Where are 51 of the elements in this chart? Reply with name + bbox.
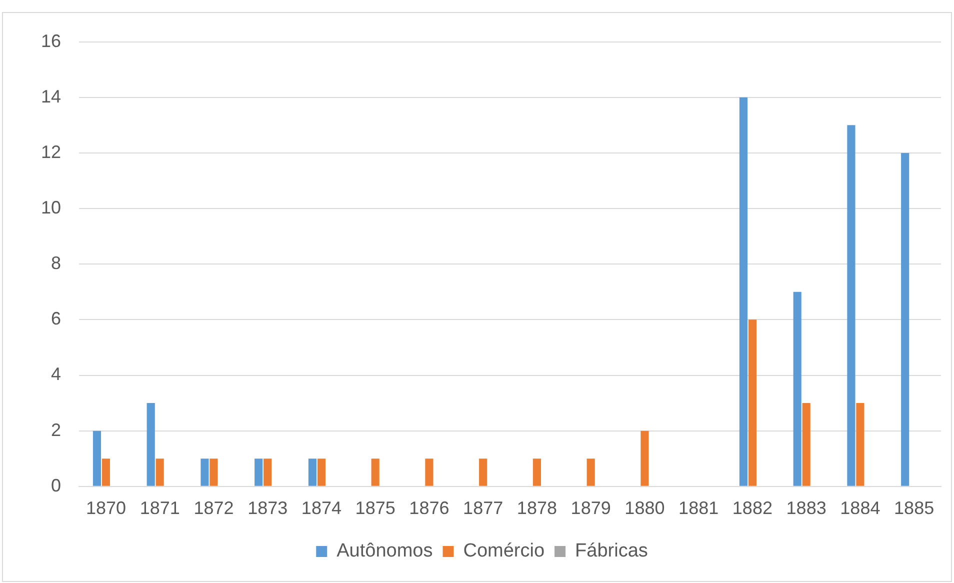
- bar: [748, 320, 756, 486]
- y-tick-label: 4: [51, 364, 62, 384]
- legend-label: Fábricas: [575, 540, 648, 562]
- x-tick-label: 1874: [301, 498, 342, 518]
- bar: [254, 458, 263, 486]
- y-tick-label: 16: [40, 30, 62, 51]
- legend-label: Autônomos: [336, 540, 433, 562]
- x-tick-label: 1872: [194, 498, 234, 518]
- bar: [739, 97, 748, 486]
- bar: [264, 458, 272, 486]
- bar: [479, 458, 488, 486]
- bar: [210, 458, 218, 486]
- x-tick-label: 1883: [786, 498, 826, 518]
- bar: [371, 458, 380, 486]
- y-tick-label: 14: [40, 86, 62, 106]
- x-tick-label: 1871: [140, 498, 180, 518]
- y-tick-label: 8: [51, 253, 62, 274]
- bar: [802, 403, 810, 486]
- bar: [317, 458, 326, 486]
- bar: [425, 458, 434, 486]
- bar: [901, 152, 910, 486]
- y-tick-label: 6: [51, 308, 62, 329]
- x-tick-label: 1885: [894, 498, 934, 518]
- x-tick-label: 1873: [248, 498, 288, 518]
- x-tick-label: 1876: [409, 498, 450, 518]
- x-tick-label: 1875: [355, 498, 396, 518]
- y-tick-label: 0: [51, 475, 62, 496]
- legend-label: Comércio: [463, 540, 545, 562]
- x-tick-label: 1870: [86, 498, 126, 518]
- bar: [532, 458, 541, 486]
- bar: [308, 458, 317, 486]
- bar: [586, 458, 595, 486]
- bar: [847, 125, 856, 486]
- y-tick-label: 2: [51, 420, 62, 440]
- bar: [200, 458, 209, 486]
- bar: [156, 458, 164, 486]
- x-tick-label: 1882: [732, 498, 772, 518]
- bar: [793, 292, 802, 486]
- x-tick-label: 1879: [570, 498, 611, 518]
- bar: [102, 458, 110, 486]
- bar: [92, 430, 102, 486]
- bar: [640, 430, 649, 486]
- x-tick-label: 1881: [678, 498, 719, 518]
- bar: [856, 403, 864, 486]
- y-tick-label: 12: [40, 142, 62, 162]
- x-tick-label: 1878: [516, 498, 557, 518]
- bar: [146, 403, 155, 486]
- x-tick-label: 1880: [624, 498, 665, 518]
- x-tick-label: 1884: [840, 498, 880, 518]
- y-tick-label: 10: [40, 197, 62, 218]
- x-tick-label: 1877: [463, 498, 504, 518]
